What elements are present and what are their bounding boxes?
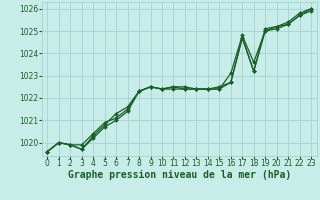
X-axis label: Graphe pression niveau de la mer (hPa): Graphe pression niveau de la mer (hPa): [68, 170, 291, 180]
